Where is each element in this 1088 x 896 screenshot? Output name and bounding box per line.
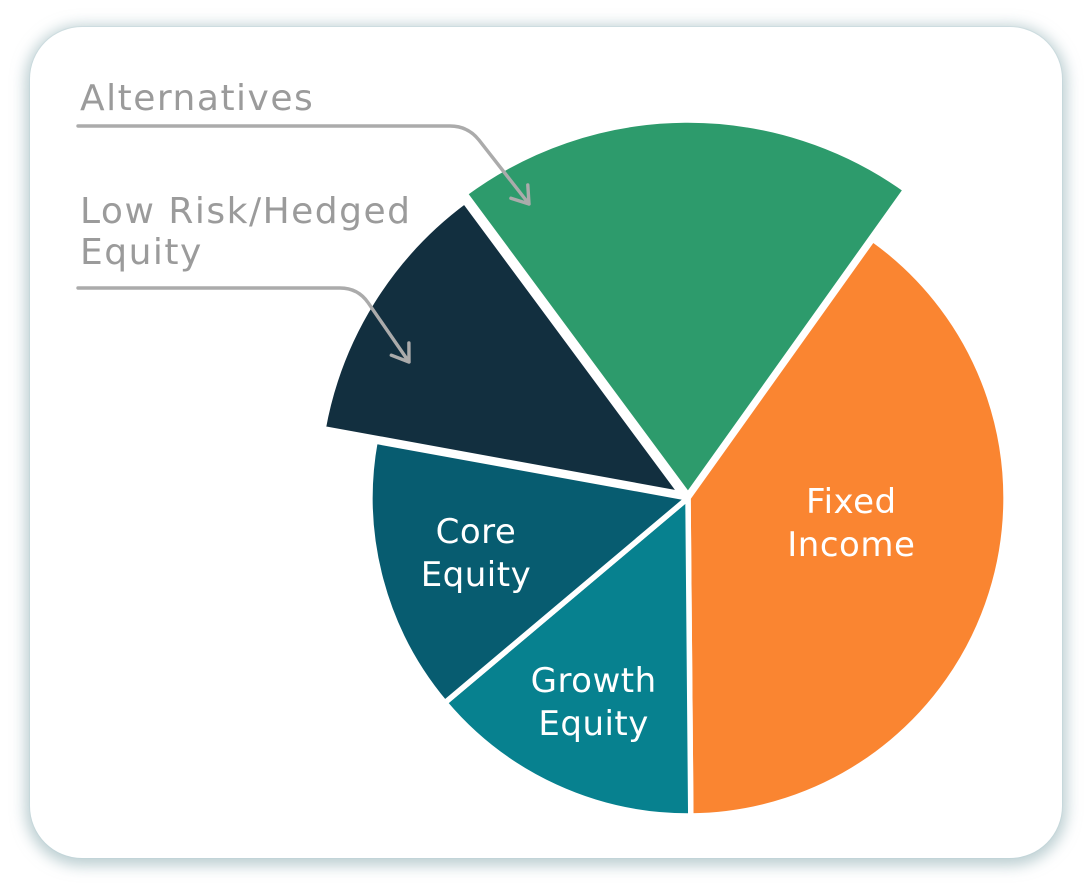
pie-slice-fixed-income: [685, 236, 1009, 819]
callout-arrow-alternatives: [76, 124, 531, 206]
pie-slice-growth-equity: [442, 495, 694, 819]
pie-slice-low-risk-hedged-equity: [320, 198, 684, 497]
pie-slice-alternatives: [462, 117, 909, 498]
pie-slice-core-equity: [367, 438, 691, 706]
callout-arrow-low-risk-hedged-equity: [76, 286, 411, 364]
